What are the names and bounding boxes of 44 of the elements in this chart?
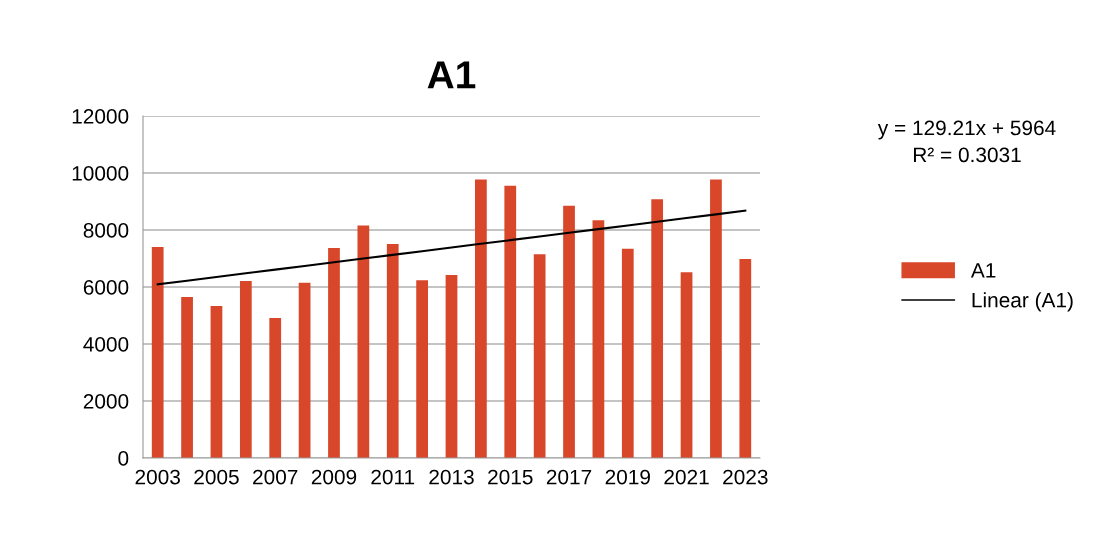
bar bbox=[210, 306, 223, 458]
bar bbox=[386, 243, 399, 458]
x-tick-label: 2003 bbox=[135, 469, 180, 485]
y-tick-label: 8000 bbox=[83, 223, 129, 238]
y-tick-label: 10000 bbox=[72, 166, 129, 181]
bar bbox=[181, 296, 193, 458]
x-tick-label: 2005 bbox=[194, 469, 239, 485]
bar bbox=[475, 179, 487, 458]
x-tick-label: 2009 bbox=[311, 469, 357, 485]
bar bbox=[445, 275, 458, 458]
y-tick-label: 0 bbox=[118, 451, 129, 466]
bar bbox=[328, 247, 340, 458]
x-tick-label: 2011 bbox=[371, 469, 415, 485]
x-tick-label: 2017 bbox=[546, 469, 592, 485]
y-tick-label: 2000 bbox=[83, 394, 129, 409]
bar bbox=[563, 205, 575, 458]
bar bbox=[621, 248, 634, 458]
x-tick-label: 2015 bbox=[488, 469, 533, 485]
bar bbox=[504, 185, 517, 458]
x-tick-label: 2013 bbox=[429, 469, 474, 485]
bar bbox=[239, 281, 252, 458]
bar bbox=[416, 280, 428, 458]
y-tick-label: 4000 bbox=[83, 337, 129, 352]
x-tick-label: 2023 bbox=[723, 469, 768, 485]
legend-label: Linear (A1) bbox=[972, 292, 1073, 312]
bar bbox=[710, 179, 722, 458]
y-tick-label: 12000 bbox=[72, 109, 129, 124]
bar bbox=[298, 282, 311, 458]
x-tick-label: 2019 bbox=[605, 469, 650, 485]
bar bbox=[680, 272, 693, 458]
bar bbox=[357, 225, 370, 458]
bar bbox=[739, 259, 752, 458]
chart-title: A1 bbox=[427, 61, 476, 89]
bar bbox=[592, 220, 605, 458]
y-tick-label: 6000 bbox=[83, 280, 129, 295]
bar bbox=[651, 199, 664, 458]
line-series bbox=[156, 209, 747, 286]
x-tick-label: 2007 bbox=[253, 469, 298, 485]
x-tick-label: 2021 bbox=[664, 469, 709, 485]
legend-label: A1 bbox=[970, 263, 996, 278]
bar bbox=[151, 247, 164, 458]
text: y = 129.21x + 5964 R² = 0.3031 bbox=[877, 120, 1056, 163]
bar bbox=[269, 318, 282, 458]
bar bbox=[533, 254, 546, 458]
